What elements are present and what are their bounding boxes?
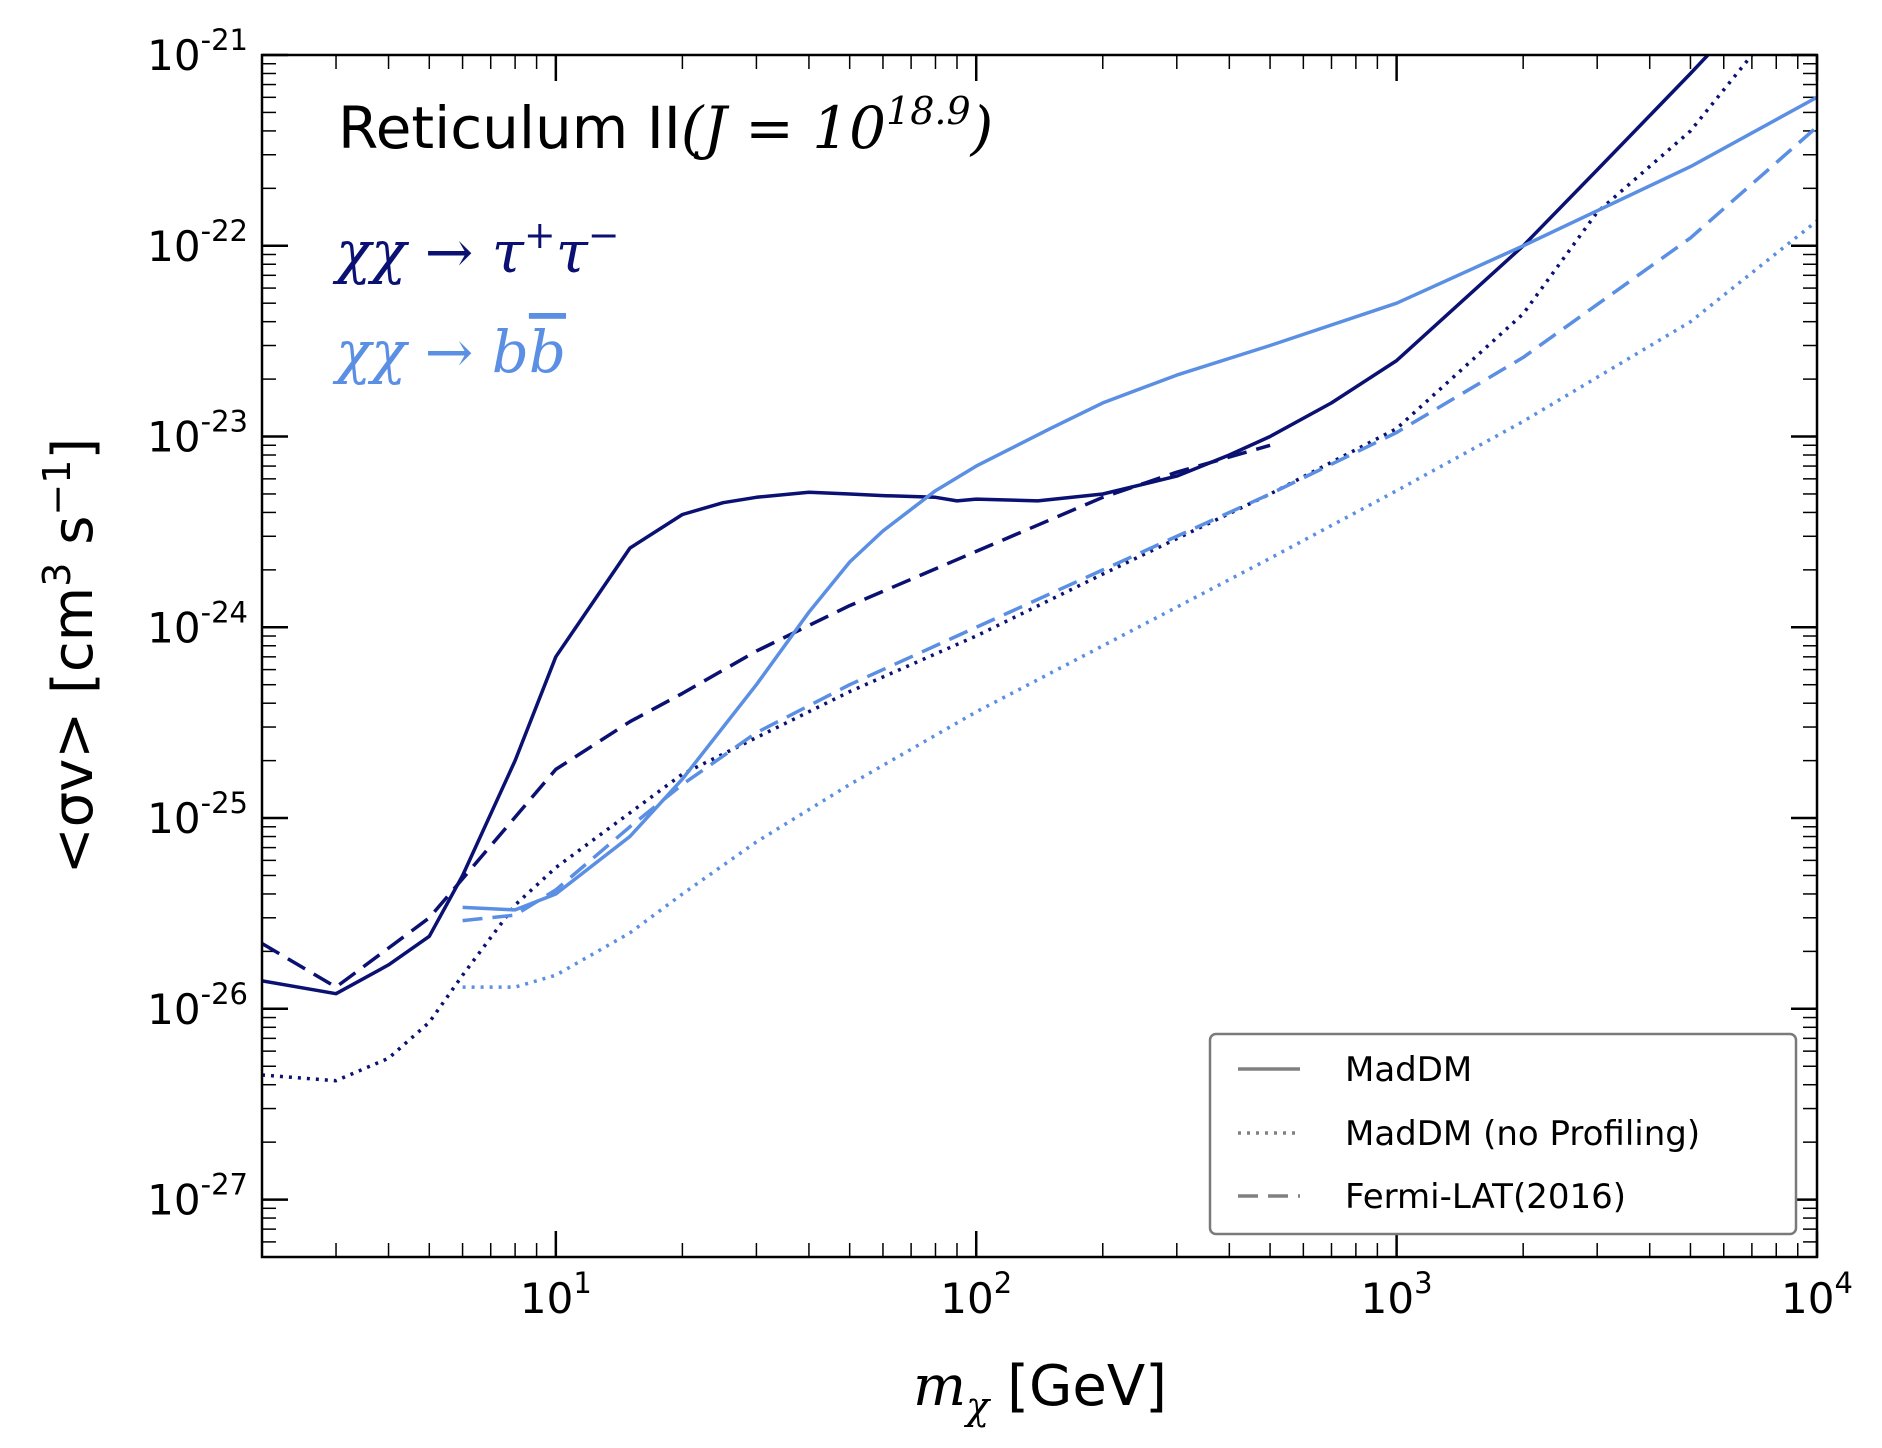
x-axis-sub: χ xyxy=(963,1384,991,1428)
y-axis-end: ] xyxy=(41,438,106,460)
y-tick-label: 10-27 xyxy=(147,1168,248,1225)
data-series xyxy=(262,55,1817,1083)
y-tick-label: 10-24 xyxy=(147,595,248,652)
channel-bb-bar: b xyxy=(529,318,566,386)
legend-box xyxy=(1208,1032,1798,1236)
x-axis-label: mχ [GeV] xyxy=(913,1354,1167,1428)
series-tau-solid xyxy=(262,55,1710,996)
y-tick-label: 10-21 xyxy=(147,23,248,80)
x-tick-labels: 101 102 103 104 xyxy=(520,1266,1853,1323)
channel-tau-sup1: + xyxy=(524,213,556,257)
legend: MadDM MadDM (no Profiling) Fermi-LAT(201… xyxy=(1208,1032,1798,1236)
channel-bb-label: χχ → bb xyxy=(332,318,566,386)
channel-tau-sup2: − xyxy=(588,213,620,257)
x-tick-label: 101 xyxy=(520,1266,592,1323)
channel-bb-text: χχ → b xyxy=(332,318,529,386)
series-bb-solid xyxy=(462,95,1817,912)
y-axis-exp2: −1 xyxy=(35,460,79,516)
x-tick-label: 104 xyxy=(1781,1266,1853,1323)
y-tick-label: 10-23 xyxy=(147,405,248,462)
title-j-close: ) xyxy=(969,94,994,162)
title-j: (J = 10 xyxy=(681,94,886,162)
x-tick-label: 103 xyxy=(1361,1266,1433,1323)
title-main: Reticulum II xyxy=(338,94,681,162)
series-bb-dashed xyxy=(462,125,1817,923)
y-tick-label: 10-25 xyxy=(147,786,248,843)
series-tau-dotted xyxy=(262,55,1754,1083)
y-axis-exp1: 3 xyxy=(35,563,79,587)
title-j-exp: 18.9 xyxy=(886,89,971,133)
channel-tau-mid: τ xyxy=(556,218,589,286)
y-axis-mid: s xyxy=(41,516,106,563)
y-tick-labels: 10-27 10-26 10-25 10-24 10-23 10-22 10-21 xyxy=(147,23,248,1225)
legend-label-maddm-no-profiling: MadDM (no Profiling) xyxy=(1345,1114,1700,1154)
legend-label-maddm: MadDM xyxy=(1345,1050,1472,1090)
series-bb-dotted xyxy=(462,219,1817,989)
channel-tau-label: χχ → τ+τ− xyxy=(332,213,620,286)
series-tau-dashed xyxy=(262,443,1271,989)
x-tick-label: 102 xyxy=(940,1266,1012,1323)
minor-ticks xyxy=(261,55,1817,1258)
legend-label-fermi-lat: Fermi-LAT(2016) xyxy=(1345,1177,1626,1217)
x-axis-unit: [GeV] xyxy=(1007,1354,1167,1419)
y-tick-label: 10-26 xyxy=(147,977,248,1034)
chart-title: Reticulum II(J = 1018.9) xyxy=(338,89,993,162)
y-tick-label: 10-22 xyxy=(147,214,248,271)
channel-tau-text: χχ → τ xyxy=(332,218,525,286)
plot-frame xyxy=(260,53,1819,1259)
y-axis-main: <σv> [cm xyxy=(41,587,106,874)
y-axis-label: <σv> [cm3 s−1] xyxy=(35,438,106,875)
x-axis-sym: m xyxy=(913,1354,966,1419)
